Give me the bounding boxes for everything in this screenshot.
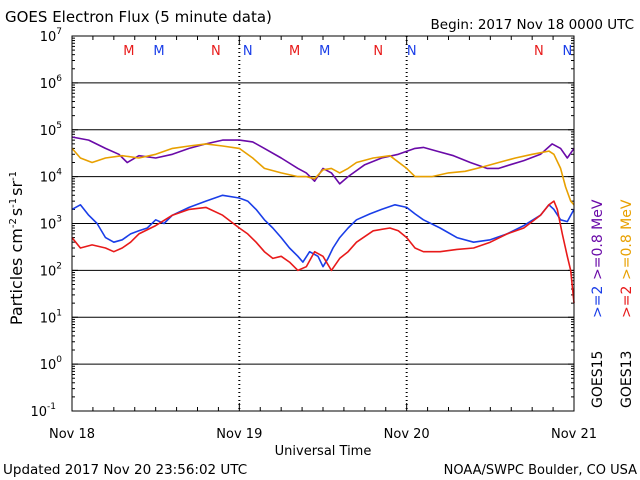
y-tick-label: 100	[40, 355, 63, 373]
x-tick-label: Nov 20	[384, 427, 430, 442]
x-axis-ticks: Nov 18 Nov 19 Nov 20 Nov 21	[49, 36, 597, 442]
x-tick-label: Nov 19	[216, 427, 262, 442]
series-lines	[71, 136, 575, 304]
legend-item: >=2	[590, 286, 606, 318]
legend: GOES15 GOES13 >=2 >=0.8 MeV >=2 >=0.8 MeV	[590, 199, 635, 408]
series-line	[71, 136, 575, 185]
mn-marker: N	[373, 44, 383, 59]
y-axis-title: Particles cm-2s-1sr-1	[7, 171, 26, 325]
legend-item: >=0.8 MeV	[590, 199, 606, 280]
series-line	[71, 194, 575, 268]
mn-marker: M	[153, 44, 164, 59]
legend-goes13: GOES13	[619, 351, 635, 408]
credit-label: NOAA/SWPC Boulder, CO USA	[444, 463, 637, 478]
legend-goes15: GOES15	[590, 351, 606, 408]
begin-label: Begin: 2017 Nov 18 0000 UTC	[431, 17, 634, 33]
y-tick-label: 107	[40, 27, 62, 45]
grid	[72, 36, 574, 411]
y-tick-label: 102	[40, 261, 62, 279]
y-tick-label: 104	[40, 168, 63, 186]
y-tick-label: 106	[40, 74, 63, 92]
x-tick-label: Nov 18	[49, 427, 95, 442]
series-line	[71, 200, 575, 304]
legend-item: >=0.8 MeV	[619, 199, 635, 280]
mn-marker: N	[211, 44, 221, 59]
mn-marker: M	[123, 44, 134, 59]
plot-frame	[71, 35, 575, 412]
y-tick-label: 101	[40, 308, 62, 326]
mn-marker: N	[534, 44, 544, 59]
mn-marker: N	[243, 44, 253, 59]
mn-marker: M	[289, 44, 300, 59]
mn-marker: N	[407, 44, 417, 59]
mn-marker: N	[562, 44, 572, 59]
mn-marker: M	[319, 44, 330, 59]
x-axis-title: Universal Time	[275, 444, 372, 459]
legend-item: >=2	[619, 286, 635, 318]
y-tick-label: 10-1	[30, 402, 56, 420]
x-tick-label: Nov 21	[551, 427, 597, 442]
chart-title: GOES Electron Flux (5 minute data)	[5, 8, 272, 26]
y-tick-label: 103	[40, 215, 62, 233]
y-tick-label: 105	[40, 121, 62, 139]
series-line	[71, 143, 575, 206]
updated-timestamp: Updated 2017 Nov 20 23:56:02 UTC	[3, 462, 247, 478]
